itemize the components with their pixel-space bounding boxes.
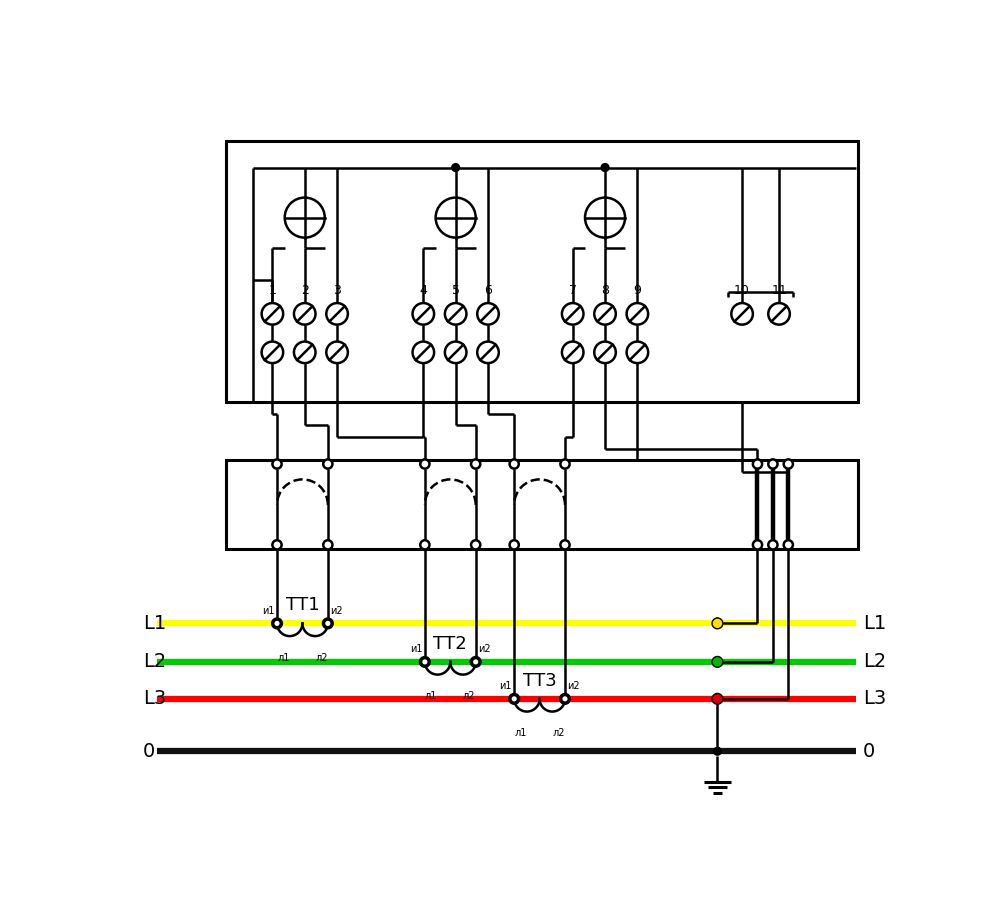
Circle shape <box>768 540 777 550</box>
Circle shape <box>768 303 790 325</box>
Text: л1: л1 <box>514 728 527 738</box>
Text: и1: и1 <box>410 644 422 654</box>
Text: 11: 11 <box>771 284 787 296</box>
Text: L1: L1 <box>143 614 166 633</box>
Circle shape <box>322 618 333 629</box>
Text: 9: 9 <box>633 284 641 296</box>
Circle shape <box>594 303 616 325</box>
Circle shape <box>600 163 609 172</box>
Circle shape <box>712 694 723 705</box>
Circle shape <box>419 656 430 667</box>
Circle shape <box>324 619 331 628</box>
Text: 4: 4 <box>419 284 427 296</box>
Circle shape <box>445 341 467 363</box>
Circle shape <box>783 459 793 468</box>
Circle shape <box>562 303 584 325</box>
Circle shape <box>562 341 584 363</box>
Bar <box>226 460 857 549</box>
Text: ТТ3: ТТ3 <box>523 672 557 690</box>
Circle shape <box>508 694 519 705</box>
Text: л2: л2 <box>463 691 476 701</box>
Circle shape <box>509 459 519 468</box>
Circle shape <box>471 459 481 468</box>
Bar <box>226 141 857 403</box>
Circle shape <box>273 619 281 628</box>
Text: 0: 0 <box>863 742 875 760</box>
Text: 7: 7 <box>569 284 577 296</box>
Text: и1: и1 <box>499 681 512 691</box>
Text: 5: 5 <box>452 284 460 296</box>
Text: 1: 1 <box>268 284 276 296</box>
Circle shape <box>294 303 315 325</box>
Circle shape <box>412 303 434 325</box>
Circle shape <box>478 341 498 363</box>
Circle shape <box>713 747 722 756</box>
Text: и2: и2 <box>568 681 580 691</box>
Circle shape <box>561 695 569 703</box>
Circle shape <box>478 303 498 325</box>
Text: л1: л1 <box>277 652 290 662</box>
Circle shape <box>627 341 648 363</box>
Circle shape <box>509 540 519 550</box>
Text: л1: л1 <box>425 691 437 701</box>
Text: л2: л2 <box>553 728 565 738</box>
Circle shape <box>560 694 571 705</box>
Circle shape <box>420 459 429 468</box>
Text: ТТ2: ТТ2 <box>433 635 467 652</box>
Circle shape <box>594 341 616 363</box>
Text: L2: L2 <box>863 652 886 672</box>
Circle shape <box>783 540 793 550</box>
Circle shape <box>753 459 763 468</box>
Text: и2: и2 <box>478 644 491 654</box>
Text: 0: 0 <box>143 742 155 760</box>
Circle shape <box>731 303 753 325</box>
Circle shape <box>326 341 348 363</box>
Text: L3: L3 <box>143 689 166 708</box>
Circle shape <box>471 540 481 550</box>
Circle shape <box>412 341 434 363</box>
Circle shape <box>753 540 763 550</box>
Circle shape <box>510 695 518 703</box>
Circle shape <box>561 459 570 468</box>
Circle shape <box>323 540 332 550</box>
Circle shape <box>561 540 570 550</box>
Text: 2: 2 <box>301 284 309 296</box>
Circle shape <box>420 540 429 550</box>
Circle shape <box>712 618 723 629</box>
Text: 10: 10 <box>734 284 750 296</box>
Circle shape <box>285 198 324 238</box>
Text: 3: 3 <box>333 284 341 296</box>
Circle shape <box>435 198 476 238</box>
Text: 8: 8 <box>601 284 609 296</box>
Circle shape <box>768 459 777 468</box>
Circle shape <box>585 198 625 238</box>
Circle shape <box>262 303 283 325</box>
Text: L1: L1 <box>863 614 886 633</box>
Circle shape <box>445 303 467 325</box>
Text: L2: L2 <box>143 652 166 672</box>
Circle shape <box>272 459 282 468</box>
Text: и2: и2 <box>330 606 343 616</box>
Text: L3: L3 <box>863 689 886 708</box>
Circle shape <box>326 303 348 325</box>
Circle shape <box>627 303 648 325</box>
Circle shape <box>323 459 332 468</box>
Circle shape <box>294 341 315 363</box>
Circle shape <box>262 341 283 363</box>
Circle shape <box>472 658 480 666</box>
Text: ТТ1: ТТ1 <box>286 597 319 614</box>
Text: и1: и1 <box>262 606 275 616</box>
Circle shape <box>712 656 723 667</box>
Text: 6: 6 <box>484 284 492 296</box>
Circle shape <box>272 540 282 550</box>
Circle shape <box>471 656 481 667</box>
Text: л2: л2 <box>315 652 327 662</box>
Circle shape <box>451 163 460 172</box>
Circle shape <box>421 658 428 666</box>
Circle shape <box>272 618 283 629</box>
